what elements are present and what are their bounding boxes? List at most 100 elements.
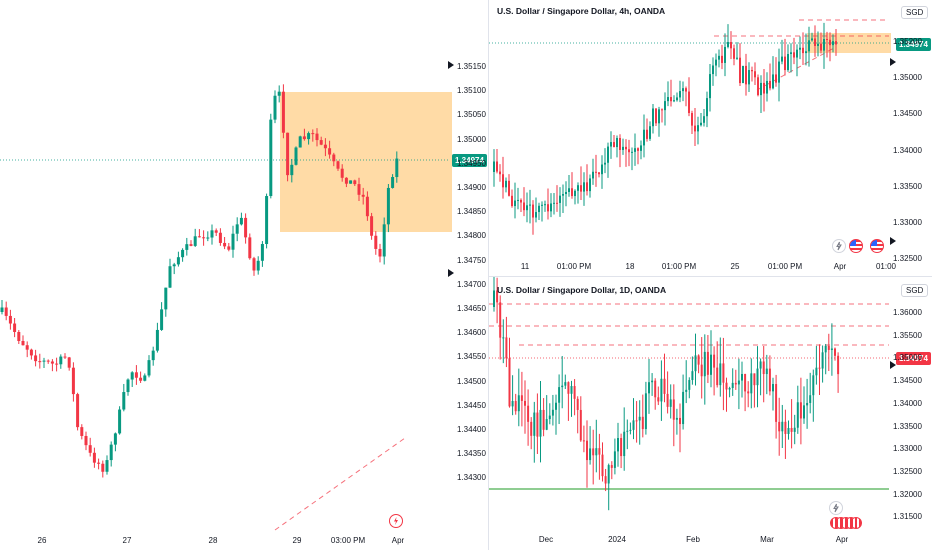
candle [601, 454, 604, 477]
chart-1h-canvas[interactable] [0, 0, 488, 550]
candle [147, 360, 151, 376]
candle [551, 409, 554, 416]
candle [370, 216, 374, 236]
candle [762, 361, 765, 375]
price-axis-label: 1.34450 [457, 400, 486, 410]
us-flag-icon[interactable] [830, 517, 866, 529]
us-flag-icon[interactable] [870, 239, 884, 253]
candle [550, 203, 552, 212]
price-axis-label: 1.35000 [893, 353, 922, 363]
candle [616, 138, 618, 148]
candle [586, 440, 588, 461]
candle [353, 180, 357, 185]
candle [172, 264, 176, 267]
candle [739, 57, 741, 84]
time-axis-label: 2024 [608, 535, 626, 544]
candle [736, 57, 738, 59]
candle [675, 417, 678, 420]
us-flag-icon[interactable] [849, 239, 863, 253]
candle [629, 429, 632, 431]
candle [768, 368, 771, 392]
time-axis-label: 27 [122, 536, 132, 545]
price-axis-label: 1.36000 [893, 308, 922, 317]
chart-pane-4h[interactable]: U.S. Dollar / Singapore Dollar, 4h, OAND… [489, 0, 932, 276]
candle [760, 82, 762, 96]
candle [648, 382, 650, 394]
time-axis-label: 01:00 PM [661, 262, 697, 271]
candle [660, 378, 663, 402]
pane-divider-horizontal[interactable] [489, 276, 932, 277]
chart-pane-1h[interactable]: 1.34974 1.35150 1.35100 1.35050 1.35000 1.34… [0, 0, 488, 550]
candle [824, 345, 827, 353]
price-axis-label: 1.34650 [457, 304, 486, 313]
candle [286, 132, 290, 176]
price-axis-label: 1.33500 [893, 181, 922, 191]
candle [493, 161, 495, 172]
candle [613, 142, 615, 148]
candle [80, 427, 84, 436]
lightning-icon[interactable] [829, 501, 843, 515]
time-axis-label: 29 [292, 536, 302, 545]
candle [649, 126, 651, 139]
candle [741, 373, 743, 381]
candle [38, 361, 42, 363]
chart-4h-canvas[interactable] [489, 0, 932, 276]
pane-divider-vertical[interactable] [488, 0, 489, 550]
currency-badge[interactable]: SGD [901, 284, 929, 297]
price-axis-label: 1.34000 [893, 398, 922, 408]
time-axis-label: 25 [730, 262, 740, 271]
price-axis-label: 1.33500 [893, 421, 922, 431]
trend-line[interactable] [756, 47, 835, 91]
trend-line[interactable] [274, 437, 406, 531]
candle [669, 399, 672, 407]
candle [336, 161, 340, 169]
candle [493, 290, 495, 307]
candle [756, 368, 759, 386]
candle [682, 88, 684, 92]
candle [248, 237, 252, 259]
candle [533, 412, 536, 436]
chart-title: U.S. Dollar / Singapore Dollar, 1D, OAND… [497, 285, 667, 295]
candle [718, 55, 720, 60]
candle [706, 98, 708, 117]
chart-pane-1d[interactable]: U.S. Dollar / Singapore Dollar, 1D, OAND… [489, 277, 932, 550]
candle [820, 43, 822, 51]
time-axis-label: 18 [625, 262, 635, 271]
candle [793, 427, 796, 432]
candle [517, 395, 520, 412]
candle [697, 355, 700, 365]
time-axis-label: Apr [833, 262, 847, 271]
candle [673, 100, 675, 102]
candle [323, 144, 327, 149]
price-axis-label: 1.35050 [457, 110, 486, 120]
candle [589, 448, 592, 461]
candle [745, 65, 747, 85]
candle [644, 393, 647, 430]
candle [244, 217, 248, 238]
candle [290, 164, 294, 176]
candle [688, 380, 691, 390]
price-axis-label: 1.34950 [457, 158, 486, 168]
candle [784, 421, 787, 434]
candle [796, 402, 799, 428]
chart-1d-canvas[interactable] [489, 277, 932, 550]
candle [319, 140, 323, 145]
currency-badge[interactable]: SGD [901, 6, 929, 19]
lightning-icon[interactable] [832, 239, 846, 253]
candle [643, 129, 645, 146]
candle [214, 230, 218, 233]
candle [535, 212, 537, 218]
candle [42, 360, 46, 362]
candle [837, 355, 840, 375]
candle [84, 435, 88, 446]
candle [206, 237, 210, 239]
candle [604, 162, 606, 165]
price-axis-label: 1.32500 [893, 466, 922, 476]
candle [544, 204, 546, 206]
candle [583, 182, 585, 192]
candle [315, 133, 319, 141]
price-axis-label: 1.35500 [893, 330, 922, 340]
arrow-right-icon [890, 361, 896, 369]
candle [821, 352, 824, 369]
lightning-icon[interactable] [389, 514, 403, 528]
